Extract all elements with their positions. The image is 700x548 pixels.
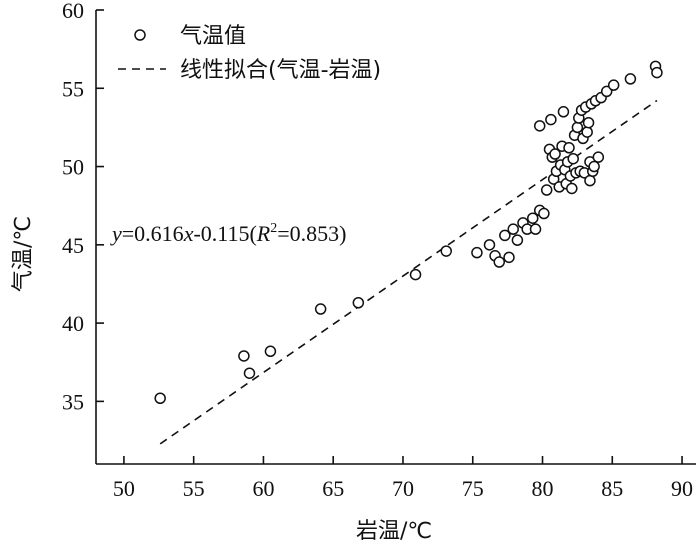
- data-point: [571, 121, 584, 134]
- data-point: [243, 367, 256, 379]
- data-point: [440, 245, 452, 257]
- data-point: [582, 116, 595, 129]
- legend: 气温值 线性拟合(气温-岩温): [118, 24, 381, 83]
- x-tick-label: 60: [252, 476, 274, 501]
- data-point: [511, 234, 524, 246]
- x-tick-label: 55: [183, 476, 205, 501]
- data-point: [563, 142, 575, 154]
- x-tick-label: 75: [462, 476, 484, 501]
- data-point: [566, 182, 578, 195]
- data-point: [624, 73, 637, 85]
- fit-line: [159, 99, 658, 445]
- data-point: [499, 229, 511, 242]
- data-point: [526, 212, 539, 224]
- eq-mid: =0.616: [122, 221, 184, 246]
- y-axis-ticks: 35 40 45 50 55 60: [62, 0, 104, 414]
- fit-line-group: [159, 99, 658, 445]
- data-point: [651, 66, 663, 79]
- data-point: [314, 303, 327, 315]
- data-points: [154, 60, 663, 404]
- y-tick-label: 35: [62, 389, 84, 414]
- x-tick-label: 90: [671, 476, 693, 501]
- x-tick-label: 80: [532, 476, 554, 501]
- y-tick-label: 60: [62, 0, 84, 23]
- eq-sup: 2: [270, 221, 277, 236]
- data-point: [607, 79, 620, 91]
- y-tick-label: 40: [62, 311, 84, 336]
- data-point: [538, 207, 550, 220]
- data-point: [545, 113, 557, 126]
- data-point: [154, 392, 166, 404]
- data-point: [529, 223, 542, 235]
- data-point: [533, 120, 546, 132]
- fit-equation: y=0.616x-0.115(R2=0.853): [110, 221, 346, 246]
- data-point: [503, 251, 515, 264]
- y-tick-label: 55: [62, 76, 84, 101]
- legend-marker-circle: [134, 29, 146, 41]
- data-point: [352, 297, 365, 309]
- eq-r2-value: =0.853): [277, 221, 346, 246]
- x-tick-label: 70: [392, 476, 414, 501]
- data-point: [238, 350, 250, 362]
- data-point: [483, 239, 496, 251]
- x-tick-label: 50: [113, 476, 135, 501]
- data-point: [592, 151, 605, 163]
- eq-r: R: [256, 221, 271, 246]
- data-point: [581, 126, 593, 138]
- legend-label-observed: 气温值: [180, 24, 246, 49]
- eq-rest: -0.115(: [193, 221, 256, 246]
- x-axis-ticks: 50 55 60 65 70 75 80 85 90: [113, 456, 693, 501]
- data-point: [409, 268, 422, 281]
- x-axis-title: 岩温/℃: [356, 519, 432, 544]
- legend-label-fit: 线性拟合(气温-岩温): [180, 58, 381, 83]
- data-point: [588, 160, 600, 173]
- data-point: [507, 223, 519, 235]
- axes: [95, 10, 696, 465]
- data-point: [557, 106, 570, 118]
- data-point: [567, 152, 579, 165]
- x-tick-label: 65: [322, 476, 344, 501]
- data-point: [540, 184, 553, 196]
- data-point: [264, 345, 277, 358]
- y-tick-label: 50: [62, 155, 84, 180]
- y-axis-title: 气温/℃: [11, 216, 36, 292]
- eq-y: y: [110, 221, 122, 246]
- x-tick-label: 85: [601, 476, 623, 501]
- data-point: [549, 148, 561, 160]
- eq-x: x: [183, 221, 194, 246]
- y-tick-label: 45: [62, 233, 84, 258]
- data-point: [493, 256, 506, 268]
- data-point: [600, 85, 613, 98]
- data-point: [471, 246, 483, 259]
- data-point: [584, 174, 596, 187]
